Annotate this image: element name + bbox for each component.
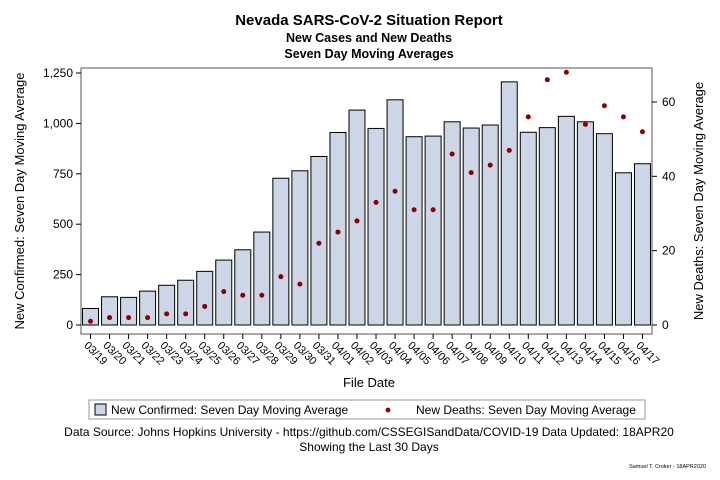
death-point-04-06 — [430, 207, 436, 213]
bar-04-01 — [329, 131, 347, 326]
death-point-03-31 — [316, 240, 322, 246]
bar-04-13 — [557, 115, 575, 326]
death-point-04-02 — [354, 218, 360, 224]
bar-03-28 — [253, 231, 271, 326]
author-credit: Samuel T. Croker - 18APR2020 — [629, 464, 706, 470]
legend-swatch-confirmed — [94, 403, 107, 416]
deaths-series — [88, 69, 645, 324]
death-point-03-25 — [202, 303, 208, 309]
bar-04-14 — [576, 121, 594, 326]
data-source-note: Data Source: Johns Hopkins University - … — [64, 425, 674, 439]
death-point-03-30 — [297, 281, 303, 287]
bar-04-02 — [348, 109, 366, 326]
legend-label-deaths: New Deaths: Seven Day Moving Average — [416, 403, 636, 417]
x-axis: 03/1903/2003/2103/2203/2303/2403/2503/26… — [81, 334, 661, 368]
death-point-04-07 — [449, 151, 455, 157]
bar-04-04 — [386, 99, 404, 326]
bar-04-17 — [633, 163, 651, 326]
legend-label-confirmed: New Confirmed: Seven Day Moving Average — [111, 403, 349, 417]
death-point-04-08 — [468, 170, 474, 176]
death-point-03-28 — [259, 292, 265, 298]
right-axis: 0 20 40 60 — [652, 95, 676, 332]
left-axis: 0 250 500 750 1,000 1,250 — [43, 66, 81, 332]
chart-subtitle-2: Seven Day Moving Averages — [284, 47, 453, 61]
y-axis-right-label: New Deaths: Seven Day Moving Average — [691, 82, 706, 320]
plot-frame — [80, 67, 653, 335]
death-point-04-16 — [620, 114, 626, 120]
death-point-04-13 — [563, 69, 569, 75]
legend-marker-deaths — [385, 407, 391, 413]
death-point-04-15 — [601, 103, 607, 109]
y-axis-left-label: New Confirmed: Seven Day Moving Average — [12, 73, 27, 330]
death-point-03-24 — [183, 311, 189, 317]
death-point-04-17 — [639, 129, 645, 135]
bar-03-20 — [101, 296, 119, 326]
death-point-03-22 — [145, 315, 151, 321]
death-point-03-23 — [164, 311, 170, 317]
bar-03-29 — [272, 177, 290, 326]
death-point-04-01 — [335, 229, 341, 235]
death-point-03-20 — [107, 315, 113, 321]
death-point-04-14 — [582, 121, 588, 127]
y-right-tick-label: 20 — [662, 244, 676, 258]
bar-03-22 — [139, 290, 157, 326]
y-left-tick-label: 1,250 — [43, 66, 73, 80]
x-axis-label: File Date — [343, 375, 395, 390]
death-point-03-21 — [126, 315, 132, 321]
y-left-tick-label: 1,000 — [43, 116, 73, 130]
bar-04-12 — [538, 127, 556, 326]
death-point-04-09 — [487, 162, 493, 168]
bar-04-11 — [519, 131, 537, 326]
bar-04-07 — [443, 121, 461, 326]
legend: New Confirmed: Seven Day Moving Average … — [88, 399, 646, 420]
death-point-03-26 — [221, 289, 227, 295]
y-left-tick-label: 250 — [53, 268, 73, 282]
bar-03-27 — [234, 249, 252, 326]
bar-04-03 — [367, 127, 385, 326]
y-right-tick-label: 40 — [662, 169, 676, 183]
death-point-04-12 — [544, 77, 550, 83]
death-point-04-04 — [392, 188, 398, 194]
chart-title: Nevada SARS-CoV-2 Situation Report — [235, 12, 503, 29]
bar-04-09 — [481, 124, 499, 326]
death-point-04-03 — [373, 199, 379, 205]
y-left-tick-label: 0 — [66, 318, 73, 332]
y-right-tick-label: 60 — [662, 95, 676, 109]
death-point-03-29 — [278, 274, 284, 280]
death-point-04-11 — [525, 114, 531, 120]
death-point-04-10 — [506, 147, 512, 153]
y-right-tick-label: 0 — [662, 318, 669, 332]
bar-series — [82, 81, 651, 326]
death-point-04-05 — [411, 207, 417, 213]
bar-03-30 — [291, 170, 309, 326]
bar-03-23 — [158, 284, 176, 326]
bar-04-10 — [500, 81, 518, 326]
legend-frame — [88, 399, 646, 420]
bar-04-08 — [462, 127, 480, 326]
bar-04-06 — [424, 135, 442, 326]
bar-04-05 — [405, 136, 423, 326]
y-left-tick-label: 750 — [53, 167, 73, 181]
bar-03-19 — [82, 307, 100, 326]
y-left-tick-label: 500 — [53, 217, 73, 231]
bar-04-15 — [595, 133, 613, 326]
bar-04-16 — [614, 172, 632, 326]
death-point-03-19 — [88, 318, 94, 324]
bar-03-25 — [196, 270, 214, 326]
bar-03-21 — [120, 296, 138, 326]
chart-subtitle-1: New Cases and New Deaths — [286, 31, 452, 45]
date-window-note: Showing the Last 30 Days — [299, 440, 438, 454]
bar-03-24 — [177, 279, 195, 326]
death-point-03-27 — [240, 292, 246, 298]
